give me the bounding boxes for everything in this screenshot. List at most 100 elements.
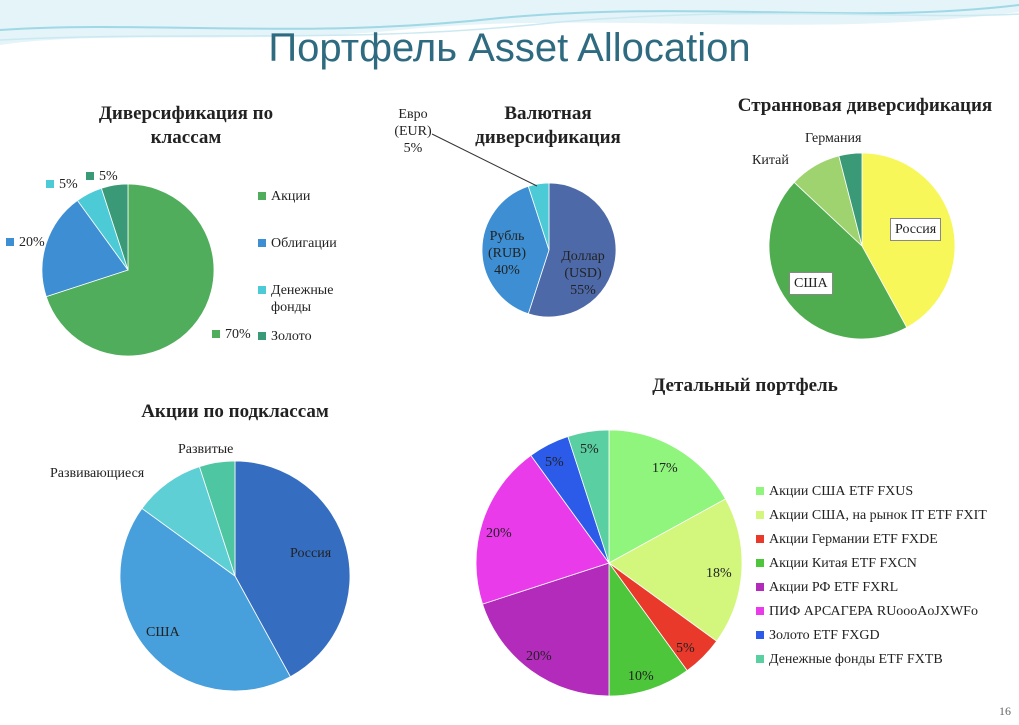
value-label: 5% <box>545 455 564 470</box>
data-label: Развитые <box>178 441 233 458</box>
data-label: Россия <box>290 545 331 562</box>
legend-swatch <box>756 511 764 519</box>
label-swatch <box>86 172 94 180</box>
data-label: 70% <box>212 326 251 343</box>
label-swatch <box>6 238 14 246</box>
data-label: США <box>146 624 180 641</box>
legend-label: Акции Китая ETF FXCN <box>769 556 917 571</box>
legend-item: Акции США ETF FXUS <box>756 483 1019 500</box>
decoration <box>0 4 1019 31</box>
legend-swatch <box>258 286 266 294</box>
pie-slice <box>119 507 291 692</box>
data-label: Рубль (RUB) 40% <box>479 228 535 279</box>
page-number: 16 <box>999 704 1011 718</box>
pie-slice <box>100 183 129 271</box>
legend-item: Облигации <box>258 235 348 252</box>
data-label: 5% <box>676 640 695 657</box>
data-label: 5% <box>580 441 599 458</box>
category-label: Россия <box>895 222 937 237</box>
data-label: Германия <box>805 130 861 147</box>
legend-swatch <box>258 239 266 247</box>
legend-item: Денежные фонды <box>258 282 348 316</box>
data-label: 5% <box>545 454 564 471</box>
pie-slice <box>608 429 727 564</box>
legend-item: Акции <box>258 188 348 205</box>
value-label: 70% <box>225 327 251 342</box>
data-label: Евро (EUR) 5% <box>392 106 434 157</box>
legend-swatch <box>756 487 764 495</box>
value-label: 20% <box>486 526 512 541</box>
category-label: США <box>794 276 828 291</box>
pie-slice <box>234 460 351 678</box>
legend-swatch <box>756 631 764 639</box>
leader-line <box>431 133 538 187</box>
legend-item: Акции США, на рынок IT ETF FXIT <box>756 507 1019 524</box>
data-label: 20% <box>486 525 512 542</box>
pie-slice <box>567 429 610 564</box>
pie-slice <box>198 460 236 577</box>
legend-label: Акции РФ ETF FXRL <box>769 580 899 595</box>
legend-item: Акции Германии ETF FXDE <box>756 531 1019 548</box>
pie-slice <box>482 562 610 697</box>
value-label: 55% <box>570 283 596 298</box>
chart-title: Валютная диверсификация <box>475 103 621 148</box>
data-label: США <box>789 272 833 295</box>
pie-slice <box>41 199 129 298</box>
value-label: 10% <box>628 669 654 684</box>
legend-item: ПИФ АРСАГЕРА RUoooAoJXWFo <box>756 603 1019 620</box>
legend-label: Золото <box>271 329 312 344</box>
legend-swatch <box>756 535 764 543</box>
value-label: 18% <box>706 566 732 581</box>
label-swatch <box>46 180 54 188</box>
legend-label: Золото ETF FXGD <box>769 628 880 643</box>
legend-item: Денежные фонды ETF FXTB <box>756 651 1019 668</box>
pie-slice <box>481 185 550 315</box>
value-label: 20% <box>526 649 552 664</box>
value-label: 5% <box>580 442 599 457</box>
label-swatch <box>212 330 220 338</box>
pie-slice <box>141 466 236 578</box>
value-label: 17% <box>652 461 678 476</box>
category-label: Развитые <box>178 442 234 457</box>
pie-slice <box>475 454 610 605</box>
legend-label: Облигации <box>271 236 337 251</box>
value-label: 5% <box>403 141 423 156</box>
data-label: Китай <box>752 152 789 169</box>
legend-label: Денежные фонды ETF FXTB <box>769 652 943 667</box>
pie-slice <box>527 182 617 318</box>
data-label: 5% <box>86 168 118 185</box>
legend-swatch <box>756 655 764 663</box>
data-label: 17% <box>652 460 678 477</box>
slide-title: Портфель Asset Allocation <box>268 26 751 70</box>
value-label: 20% <box>19 235 45 250</box>
chart-title: Диверсификация по классам <box>98 103 274 148</box>
category-label: Развивающиеся <box>50 466 145 481</box>
legend-item: Золото <box>258 328 348 345</box>
legend-label: ПИФ АРСАГЕРА RUoooAoJXWFo <box>769 604 978 619</box>
legend-swatch <box>756 559 764 567</box>
category-label: Китай <box>752 153 789 168</box>
chart-title: Акции по подклассам <box>141 401 329 422</box>
data-label: Россия <box>890 218 942 241</box>
legend-swatch <box>756 583 764 591</box>
category-label: Рубль (RUB) <box>487 229 527 261</box>
legend-label: Акции США, на рынок IT ETF FXIT <box>769 508 987 523</box>
data-label: 10% <box>628 668 654 685</box>
pie-slice <box>838 152 863 247</box>
data-label: Развивающиеся <box>50 465 144 482</box>
legend-swatch <box>258 192 266 200</box>
legend-item: Золото ETF FXGD <box>756 627 1019 644</box>
pie-slice <box>608 498 743 642</box>
legend-label: Акции <box>271 189 311 204</box>
value-label: 40% <box>494 263 520 278</box>
legend-item: Акции Китая ETF FXCN <box>756 555 1019 572</box>
pie-slice <box>527 182 550 251</box>
pie-slice <box>608 561 688 697</box>
data-label: 5% <box>46 176 78 193</box>
data-label: 20% <box>526 648 552 665</box>
category-label: Доллар (USD) <box>561 249 605 281</box>
legend-swatch <box>756 607 764 615</box>
data-label: Доллар (USD) 55% <box>553 248 613 299</box>
